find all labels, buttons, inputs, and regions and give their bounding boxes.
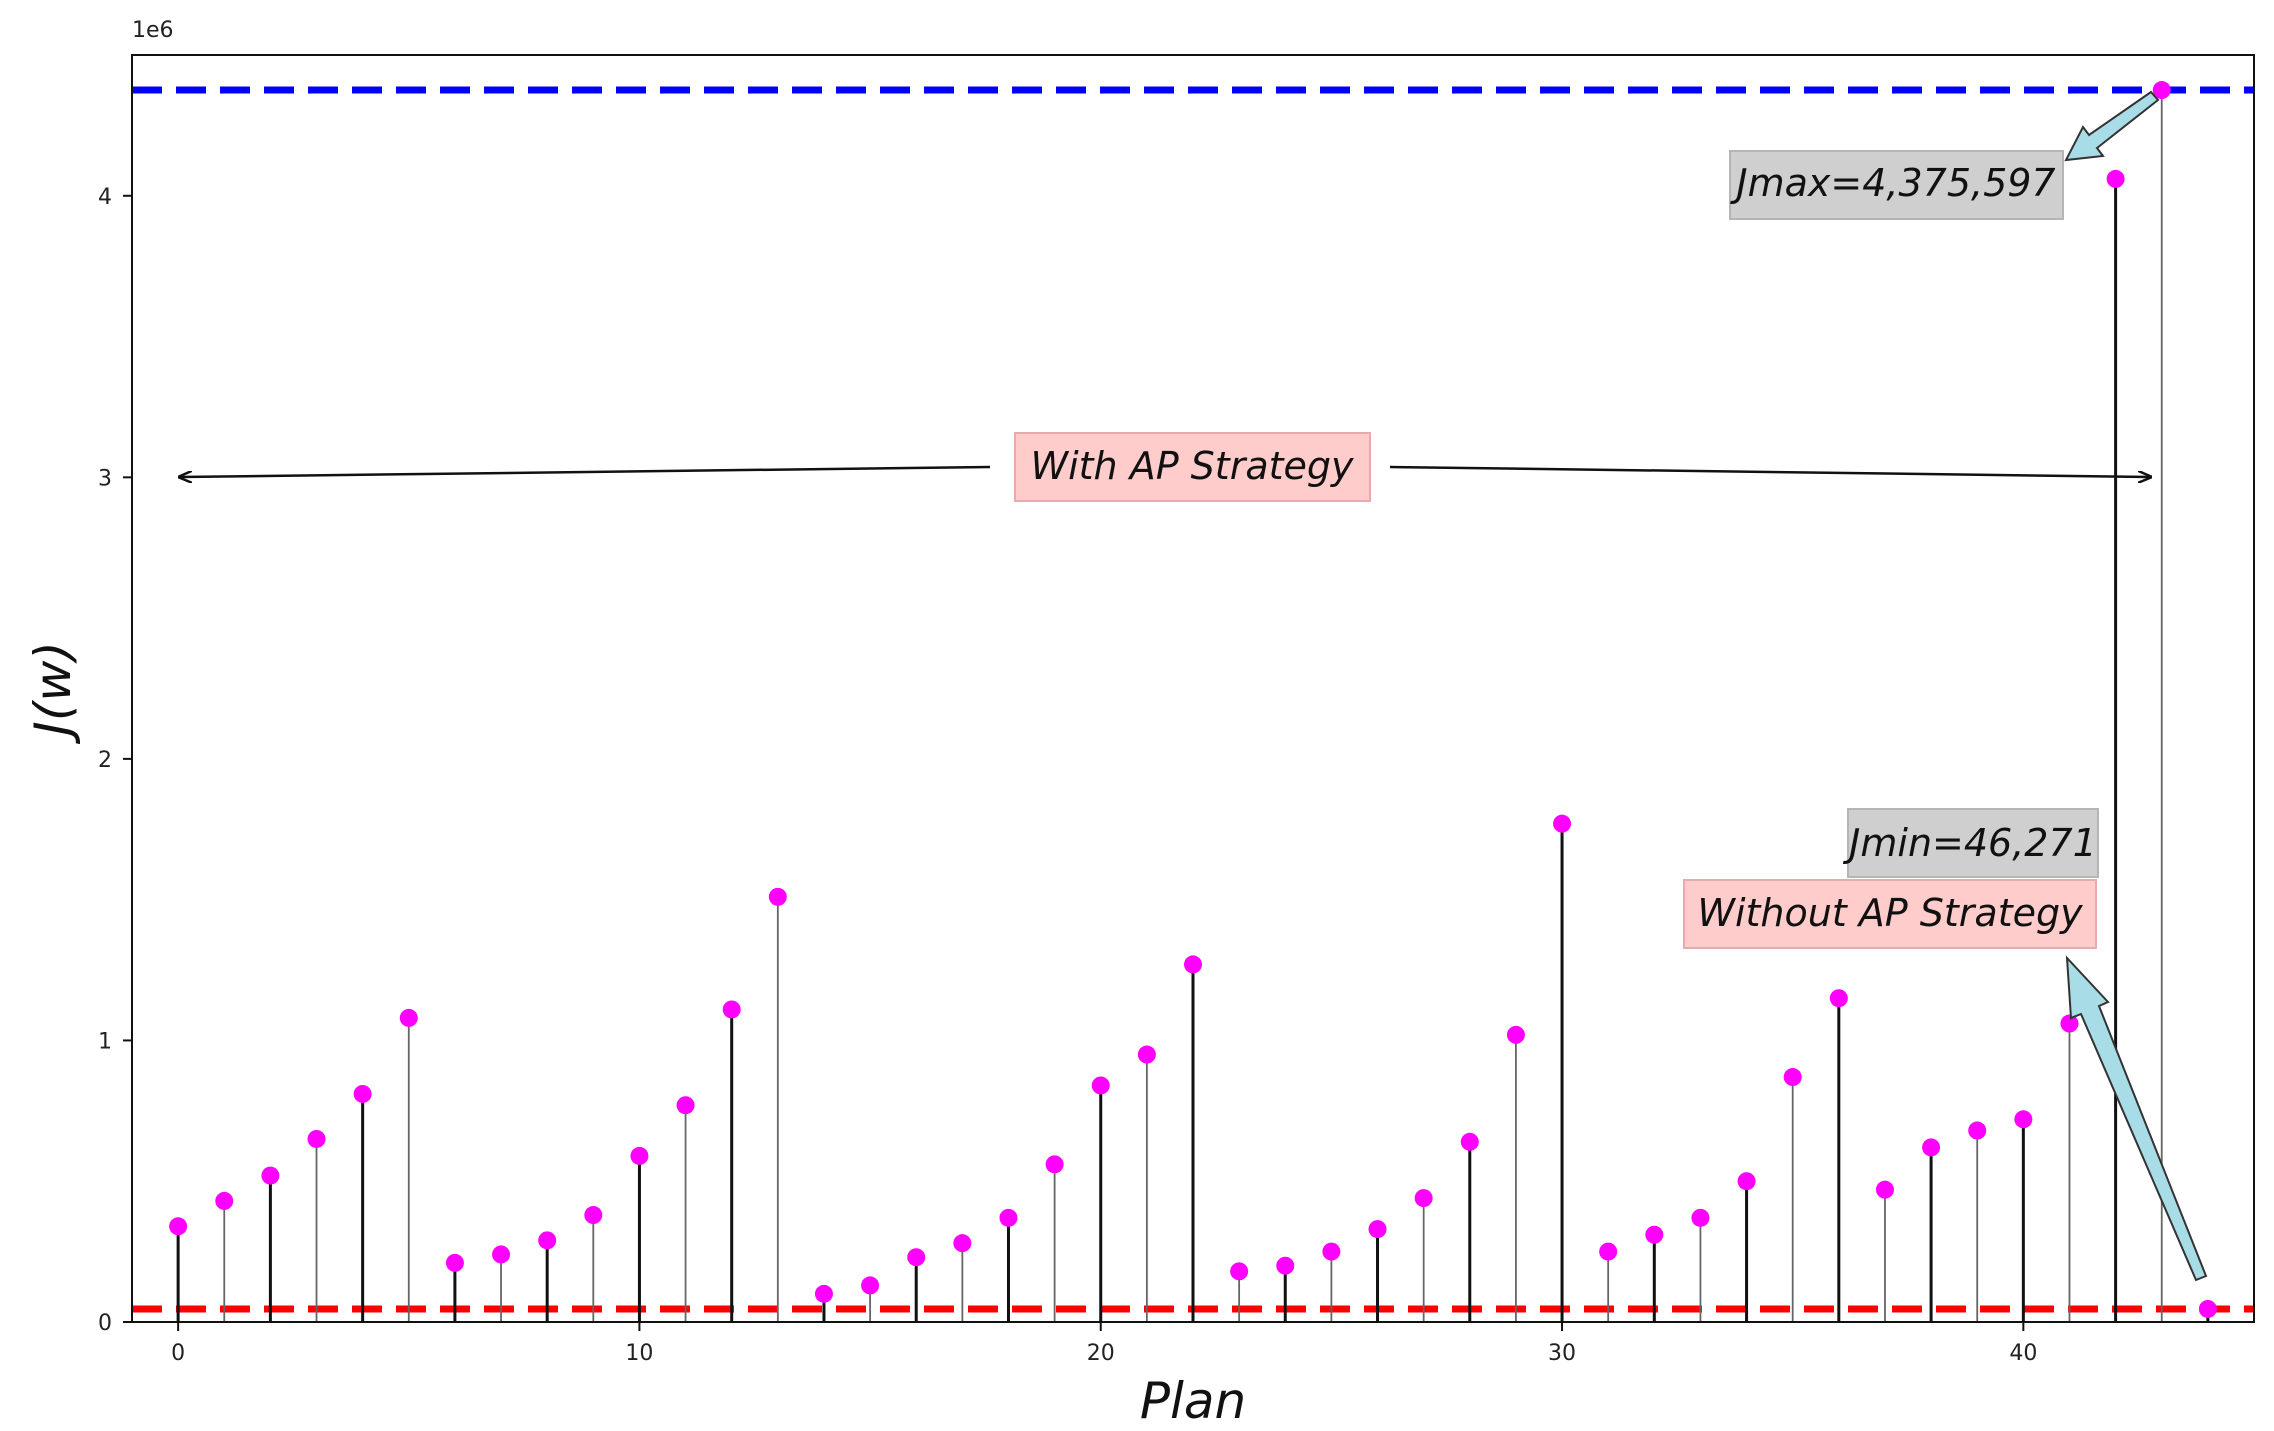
stem-marker bbox=[814, 1284, 833, 1303]
stem-marker bbox=[1553, 814, 1572, 833]
stem-marker bbox=[1645, 1225, 1664, 1244]
y-axis-title: J(w) bbox=[24, 641, 82, 745]
stem-marker bbox=[307, 1129, 326, 1148]
y-tick-label: 2 bbox=[98, 748, 112, 773]
stem-marker bbox=[1968, 1121, 1987, 1140]
stem-marker bbox=[1737, 1172, 1756, 1191]
stem-marker bbox=[215, 1191, 234, 1210]
stem-marker bbox=[1184, 955, 1202, 974]
stem-marker bbox=[2014, 1110, 2033, 1129]
y-tick-label: 3 bbox=[98, 466, 112, 491]
stem-marker bbox=[999, 1208, 1018, 1227]
x-tick-label: 20 bbox=[1087, 1341, 1115, 1366]
stem-marker bbox=[445, 1253, 464, 1272]
stem-marker bbox=[1599, 1242, 1618, 1261]
stem-marker bbox=[1691, 1208, 1710, 1227]
axes: 0 10 20 30 40 0 1 2 3 4 1e6 Plan J(w) bbox=[24, 18, 2255, 1430]
markers bbox=[169, 81, 2217, 1318]
stem-marker bbox=[953, 1234, 972, 1253]
stem-marker bbox=[630, 1146, 649, 1165]
stem-marker bbox=[1368, 1220, 1387, 1239]
axes-frame bbox=[131, 54, 2255, 1323]
stems bbox=[176, 90, 2210, 1322]
jmax-arrow bbox=[2064, 90, 2160, 162]
stem-marker bbox=[1276, 1256, 1295, 1275]
stem-marker bbox=[1045, 1155, 1064, 1174]
stem-marker bbox=[722, 1000, 741, 1019]
stem-marker bbox=[1922, 1138, 1941, 1157]
jmax-box bbox=[1729, 150, 2064, 220]
stem-marker bbox=[1829, 989, 1848, 1008]
x-tick-label: 40 bbox=[2009, 1341, 2037, 1366]
stem-marker bbox=[261, 1166, 280, 1185]
with-ap-box bbox=[1014, 432, 1371, 502]
stem-marker bbox=[1414, 1189, 1433, 1208]
stem-marker bbox=[353, 1084, 372, 1103]
x-tick-label: 0 bbox=[171, 1341, 185, 1366]
stem-marker bbox=[1783, 1068, 1802, 1087]
jmin-label: Jmin=46,271 bbox=[1842, 821, 2097, 865]
stem-marker bbox=[1230, 1262, 1249, 1281]
stem-marker bbox=[907, 1248, 926, 1267]
without-ap-label: Without AP Strategy bbox=[1697, 891, 2083, 935]
stem-marker bbox=[169, 1217, 188, 1236]
stem-marker bbox=[768, 887, 787, 906]
stem-marker bbox=[676, 1096, 695, 1115]
without-ap-box bbox=[1683, 879, 2097, 949]
stem-marker bbox=[2198, 1299, 2217, 1318]
x-axis-title: Plan bbox=[1140, 1372, 1246, 1430]
stem-marker bbox=[538, 1231, 557, 1250]
stem-marker bbox=[2106, 169, 2125, 188]
stem-marker bbox=[584, 1206, 603, 1225]
jmin-arrow bbox=[2065, 955, 2208, 1282]
y-offset-label: 1e6 bbox=[132, 18, 174, 43]
annotations: With AP Strategy Jmax=4,375,597 Jmin=46,… bbox=[180, 90, 2208, 1282]
stem-marker bbox=[492, 1245, 511, 1264]
jmax-label: Jmax=4,375,597 bbox=[1729, 161, 2055, 205]
with-ap-arrow-right bbox=[1389, 465, 2150, 477]
stem-marker bbox=[1875, 1180, 1894, 1199]
stem-marker bbox=[399, 1008, 418, 1027]
x-tick-label: 10 bbox=[625, 1341, 653, 1366]
stem-marker bbox=[861, 1276, 880, 1295]
with-ap-arrow-left bbox=[180, 465, 991, 477]
stem-marker bbox=[1137, 1045, 1156, 1064]
stem-marker bbox=[1460, 1132, 1479, 1151]
stem-marker bbox=[1091, 1076, 1110, 1095]
with-ap-label: With AP Strategy bbox=[1031, 444, 1355, 488]
y-tick-label: 1 bbox=[98, 1029, 112, 1054]
stem-marker bbox=[1322, 1242, 1341, 1261]
jmin-box bbox=[1847, 808, 2099, 878]
x-tick-label: 30 bbox=[1548, 1341, 1576, 1366]
stem-marker bbox=[2060, 1014, 2079, 1033]
stem-marker bbox=[2152, 81, 2171, 100]
y-tick-label: 4 bbox=[98, 185, 112, 210]
stem-marker bbox=[1506, 1025, 1525, 1044]
y-tick-label: 0 bbox=[98, 1311, 112, 1336]
